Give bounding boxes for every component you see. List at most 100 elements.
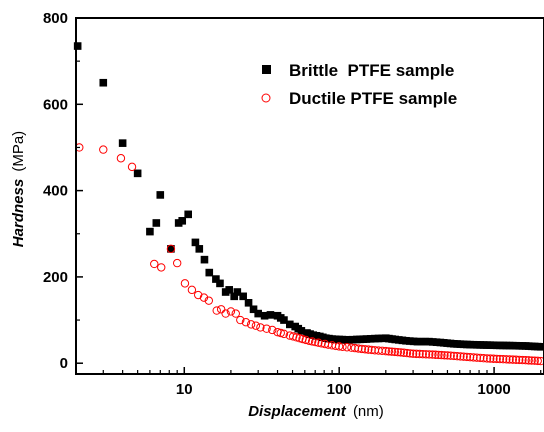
data-point-brittle bbox=[167, 245, 175, 253]
x-axis-title-unit: (nm) bbox=[353, 403, 384, 420]
data-point-ductile bbox=[399, 348, 409, 357]
data-point-ductile bbox=[194, 290, 203, 300]
data-point-ductile bbox=[393, 347, 403, 357]
data-point-ductile bbox=[199, 293, 209, 302]
y-tick-label: 600 bbox=[43, 96, 68, 113]
data-point-ductile bbox=[465, 352, 475, 362]
data-point-brittle bbox=[499, 341, 507, 350]
data-point-ductile bbox=[437, 350, 446, 360]
data-point-brittle bbox=[99, 78, 108, 87]
data-point-brittle bbox=[446, 339, 455, 348]
data-point-ductile bbox=[307, 337, 317, 346]
data-point-ductile bbox=[502, 355, 511, 364]
data-point-ductile bbox=[428, 350, 437, 359]
data-point-ductile bbox=[226, 307, 236, 316]
data-point-ductile bbox=[449, 351, 459, 361]
data-point-brittle bbox=[409, 337, 418, 346]
plot-frame bbox=[75, 17, 544, 375]
data-point-ductile bbox=[150, 259, 159, 269]
data-point-ductile bbox=[421, 350, 431, 359]
data-point-ductile bbox=[456, 352, 465, 361]
data-point-brittle bbox=[312, 332, 321, 340]
data-point-brittle bbox=[341, 335, 350, 344]
data-point-brittle bbox=[286, 320, 294, 329]
data-point-brittle bbox=[244, 299, 253, 307]
data-point-ductile bbox=[334, 342, 344, 351]
data-point-ductile bbox=[505, 355, 514, 364]
data-point-brittle bbox=[152, 219, 161, 227]
y-tick-label: 400 bbox=[43, 183, 68, 200]
data-point-brittle bbox=[366, 335, 375, 343]
data-point-ductile bbox=[408, 349, 418, 358]
data-point-brittle bbox=[421, 337, 429, 346]
data-point-ductile bbox=[472, 353, 482, 362]
data-point-brittle bbox=[146, 227, 154, 236]
data-point-brittle bbox=[133, 169, 142, 178]
data-point-ductile bbox=[288, 332, 298, 341]
data-point-ductile bbox=[443, 351, 452, 360]
data-point-ductile bbox=[390, 347, 400, 357]
data-point-ductile bbox=[204, 296, 214, 305]
data-point-brittle bbox=[118, 139, 127, 147]
data-point-brittle bbox=[230, 292, 238, 301]
data-point-ductile bbox=[350, 343, 360, 353]
data-point-brittle bbox=[479, 341, 488, 349]
x-axis-title: Displacement (nm) bbox=[248, 403, 384, 420]
x-tick-label: 100 bbox=[327, 381, 352, 398]
data-point-brittle bbox=[73, 42, 82, 50]
data-point-brittle bbox=[195, 245, 204, 253]
legend-marker-brittle bbox=[262, 65, 271, 74]
data-point-ductile bbox=[377, 346, 387, 356]
data-point-ductile bbox=[342, 343, 352, 352]
data-point-ductile bbox=[476, 353, 485, 363]
data-point-ductile bbox=[511, 355, 521, 364]
data-point-ductile bbox=[166, 244, 176, 254]
data-point-ductile bbox=[469, 353, 478, 362]
data-point-ductile bbox=[527, 356, 536, 365]
data-point-ductile bbox=[354, 344, 363, 353]
legend-label-brittle: Brittle PTFE sample bbox=[289, 61, 454, 80]
data-point-ductile bbox=[524, 356, 533, 365]
data-point-brittle bbox=[276, 314, 285, 322]
data-point-brittle bbox=[388, 335, 396, 343]
data-point-ductile bbox=[384, 347, 394, 356]
data-point-ductile bbox=[241, 318, 251, 327]
data-point-ductile bbox=[364, 345, 373, 354]
x-axis-title-main: Displacement bbox=[248, 403, 347, 420]
data-point-ductile bbox=[533, 356, 542, 366]
data-point-brittle bbox=[432, 338, 441, 347]
data-point-ductile bbox=[314, 338, 323, 347]
data-point-ductile bbox=[301, 335, 311, 345]
legend-marker-ductile bbox=[261, 93, 271, 103]
data-point-ductile bbox=[295, 333, 304, 343]
data-point-brittle bbox=[348, 335, 357, 344]
data-point-ductile bbox=[212, 306, 221, 315]
data-point-brittle bbox=[533, 342, 542, 351]
data-point-brittle bbox=[306, 330, 314, 338]
data-point-ductile bbox=[431, 350, 440, 359]
data-point-ductile bbox=[279, 329, 289, 339]
data-point-brittle bbox=[413, 337, 422, 346]
data-point-ductile bbox=[172, 258, 182, 268]
data-layer bbox=[73, 42, 544, 366]
data-point-brittle bbox=[233, 288, 242, 296]
data-point-brittle bbox=[178, 217, 187, 225]
data-point-ductile bbox=[536, 356, 544, 366]
data-point-brittle bbox=[463, 340, 471, 349]
data-point-ductile bbox=[221, 309, 230, 318]
data-point-brittle bbox=[319, 333, 327, 342]
data-point-ductile bbox=[262, 324, 271, 333]
data-point-ductile bbox=[462, 352, 472, 362]
data-point-ductile bbox=[402, 348, 412, 358]
data-point-brittle bbox=[156, 191, 165, 199]
x-tick-label: 10 bbox=[176, 381, 193, 398]
data-point-ductile bbox=[256, 323, 265, 332]
data-point-ductile bbox=[446, 351, 455, 360]
data-point-ductile bbox=[486, 354, 495, 363]
data-point-ductile bbox=[495, 354, 505, 364]
data-point-ductile bbox=[434, 350, 443, 360]
y-tick-label: 0 bbox=[60, 355, 68, 372]
y-axis-title-unit: (MPa) bbox=[10, 131, 27, 172]
y-axis-title-main: Hardness bbox=[10, 179, 27, 247]
data-point-ductile bbox=[518, 355, 527, 365]
